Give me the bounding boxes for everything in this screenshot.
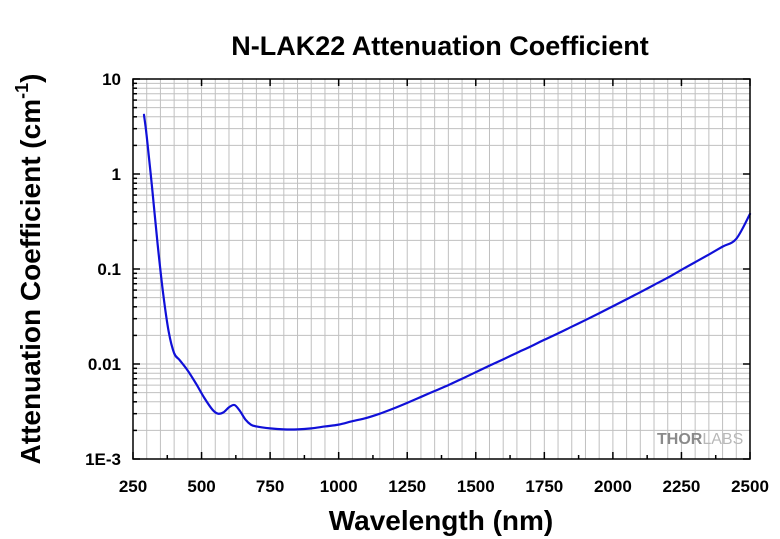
y-tick-label: 10 <box>102 70 121 89</box>
x-tick-label: 250 <box>119 477 147 496</box>
x-axis-title: Wavelength (nm) <box>329 505 554 536</box>
x-tick-label: 2250 <box>663 477 701 496</box>
y-axis-title-superscript: -1 <box>12 83 32 99</box>
y-tick-labels: 1E-3 0.01 0.1 1 10 <box>85 70 121 469</box>
watermark-part-b: LABS <box>702 431 743 448</box>
x-tick-label: 1500 <box>457 477 495 496</box>
y-tick-label: 1 <box>112 165 121 184</box>
thorlabs-watermark: THORLABS <box>657 431 743 448</box>
chart-title: N-LAK22 Attenuation Coefficient <box>231 31 649 61</box>
y-tick-label: 0.1 <box>97 260 121 279</box>
grid-lines <box>132 79 751 460</box>
y-axis-title: Attenuation Coefficient (cm-1) <box>12 74 46 465</box>
x-tick-label: 500 <box>187 477 215 496</box>
watermark-part-a: THOR <box>657 431 703 448</box>
x-tick-label: 1750 <box>525 477 563 496</box>
x-tick-label: 1000 <box>320 477 358 496</box>
y-tick-label: 0.01 <box>88 355 121 374</box>
y-axis-title-main: Attenuation Coefficient (cm <box>15 99 46 465</box>
x-tick-label: 1250 <box>388 477 426 496</box>
x-tick-labels: 250 500 750 1000 1250 1500 1750 2000 2250 2500 <box>119 477 769 496</box>
x-tick-label: 750 <box>256 477 284 496</box>
axis-ticks <box>132 78 751 460</box>
x-tick-label: 2500 <box>731 477 769 496</box>
data-series <box>142 113 752 431</box>
attenuation-series-line <box>142 113 752 431</box>
x-tick-label: 2000 <box>594 477 632 496</box>
y-axis-title-suffix: ) <box>15 74 46 83</box>
y-tick-label: 1E-3 <box>85 450 121 469</box>
